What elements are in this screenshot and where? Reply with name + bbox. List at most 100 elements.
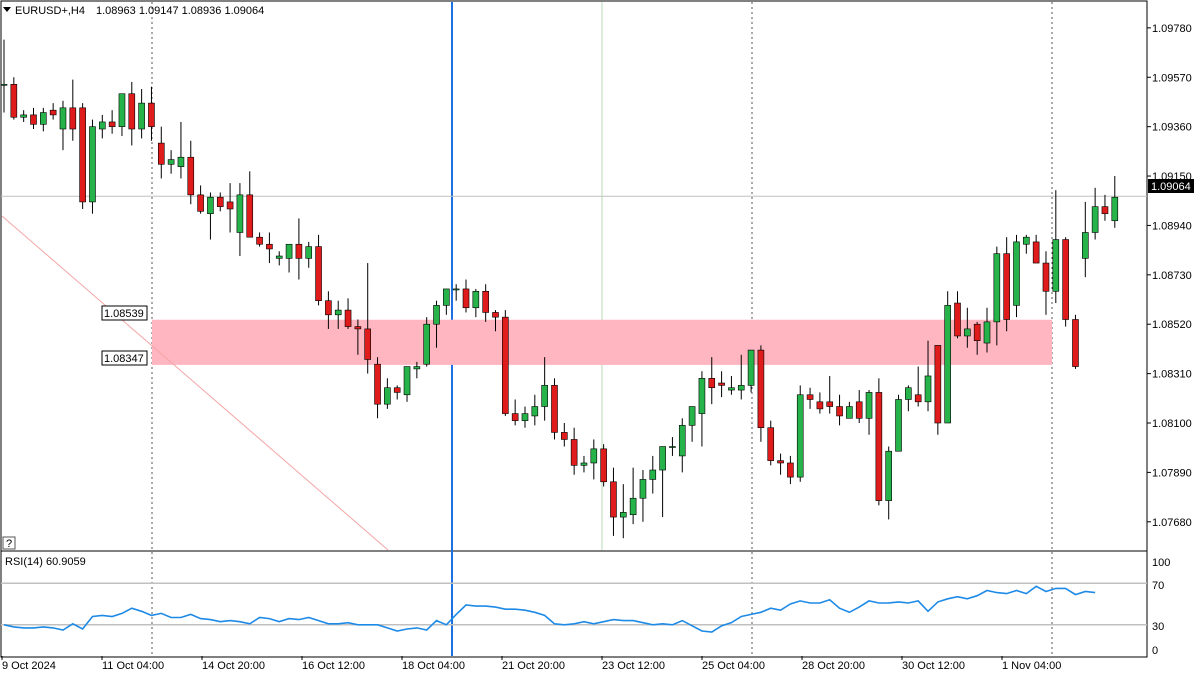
- bear-candle: [374, 363, 381, 405]
- bear-candle: [108, 121, 116, 127]
- bull-candle: [40, 112, 47, 125]
- bear-candle: [216, 196, 224, 207]
- trendline-segment[interactable]: [1, 215, 389, 551]
- time-tick-label: 16 Oct 12:00: [302, 660, 365, 672]
- bull-candle: [639, 479, 647, 499]
- bull-candle: [384, 387, 391, 405]
- bear-candle: [973, 323, 981, 341]
- current-price-tag: [1148, 179, 1194, 193]
- current-price-label: 1.09064: [1151, 181, 1191, 193]
- rsi-plot-frame: [0, 550, 1148, 658]
- time-tick-label: 28 Oct 20:00: [802, 660, 865, 672]
- bull-candle: [334, 309, 342, 316]
- bull-candle: [590, 448, 598, 464]
- bear-candle: [914, 394, 922, 403]
- bear-candle: [462, 288, 470, 309]
- bull-candle: [1091, 206, 1099, 233]
- help-button[interactable]: [2, 536, 16, 550]
- bear-candle: [806, 394, 814, 400]
- bear-candle: [777, 460, 784, 464]
- zone-upper-label: 1.08539: [104, 308, 144, 320]
- rsi-line: [3, 585, 1096, 633]
- bull-candle: [669, 446, 676, 448]
- price-tick-label: 1.07890: [1152, 467, 1192, 479]
- bull-candle: [846, 406, 853, 419]
- bear-candle: [344, 309, 352, 327]
- time-tick-label: 1 Nov 04:00: [1002, 660, 1061, 672]
- bull-candle: [403, 366, 411, 396]
- bear-candle: [49, 109, 57, 116]
- bear-candle: [266, 243, 273, 250]
- price-tick-label: 1.09360: [1152, 122, 1192, 134]
- bear-candle: [1062, 239, 1069, 320]
- price-tick-label: 1.08520: [1152, 319, 1192, 331]
- zone-lower-label: 1.08347: [104, 353, 144, 365]
- bull-candle: [423, 323, 430, 365]
- time-tick-label: 9 Oct 2024: [2, 660, 56, 672]
- trendline: [1, 215, 389, 551]
- zone-rectangle[interactable]: [152, 319, 1052, 365]
- bull-candle: [89, 126, 96, 203]
- rsi-label: RSI(14) 60.9059: [5, 556, 86, 568]
- bull-candle: [796, 394, 804, 478]
- bear-candle: [354, 326, 362, 330]
- bull-candle: [983, 321, 991, 344]
- bull-candle: [167, 159, 175, 165]
- bull-candle: [531, 406, 539, 417]
- symbol-dropdown-icon[interactable]: [3, 7, 11, 12]
- zone-upper-label-box: [101, 305, 148, 321]
- bull-candle: [1052, 239, 1060, 292]
- bull-candle: [924, 375, 932, 403]
- bear-candle: [492, 312, 499, 318]
- bear-candle: [1032, 241, 1040, 264]
- bear-candle: [256, 236, 263, 245]
- bear-candle: [767, 427, 775, 461]
- bear-candle: [79, 107, 86, 203]
- bear-candle: [482, 290, 489, 313]
- time-tick-label: 14 Oct 20:00: [202, 660, 265, 672]
- bull-candle: [285, 243, 293, 259]
- price-tick-label: 1.08310: [1152, 369, 1192, 381]
- bear-candle: [315, 246, 322, 301]
- bear-candle: [30, 114, 37, 125]
- bull-candle: [59, 107, 67, 130]
- bear-candle: [364, 328, 372, 360]
- bear-candle: [1042, 262, 1050, 292]
- bear-candle: [226, 201, 234, 210]
- bull-candle: [1111, 196, 1119, 222]
- price-tick-label: 1.09570: [1152, 72, 1192, 84]
- bull-candle: [472, 290, 480, 309]
- bull-candle: [865, 392, 873, 419]
- bull-candle: [1082, 232, 1089, 259]
- bear-candle: [610, 481, 617, 518]
- time-tick-label: 18 Oct 04:00: [402, 660, 465, 672]
- bull-candle: [177, 156, 185, 167]
- bear-candle: [551, 385, 558, 433]
- supply-demand-zone: [152, 319, 1052, 365]
- bear-candle: [1003, 253, 1010, 320]
- bull-candle: [452, 288, 460, 291]
- bull-candle: [443, 288, 450, 306]
- bear-candle: [295, 243, 303, 259]
- time-axis: 9 Oct 2024 11 Oct 04:00 14 Oct 20:00 16 Oct…: [1, 656, 1061, 672]
- bear-candle: [1072, 319, 1079, 367]
- bull-candle: [207, 196, 214, 214]
- rsi-level-lower: 30: [1152, 621, 1164, 633]
- bear-candle: [502, 316, 509, 414]
- bull-candle: [99, 121, 106, 130]
- bull-candle: [629, 497, 637, 516]
- bull-candle: [698, 378, 706, 414]
- bear-candle: [511, 413, 519, 421]
- bear-candle: [718, 382, 725, 386]
- price-tick-label: 1.09780: [1152, 23, 1192, 35]
- bull-candle: [747, 349, 755, 386]
- price-tick-label: 1.08100: [1152, 418, 1192, 430]
- bull-candle: [944, 305, 951, 424]
- bull-candle: [905, 387, 912, 400]
- bear-candle: [934, 345, 942, 424]
- bear-candle: [1101, 206, 1109, 214]
- bull-candle: [895, 399, 902, 452]
- bull-candle: [659, 446, 666, 471]
